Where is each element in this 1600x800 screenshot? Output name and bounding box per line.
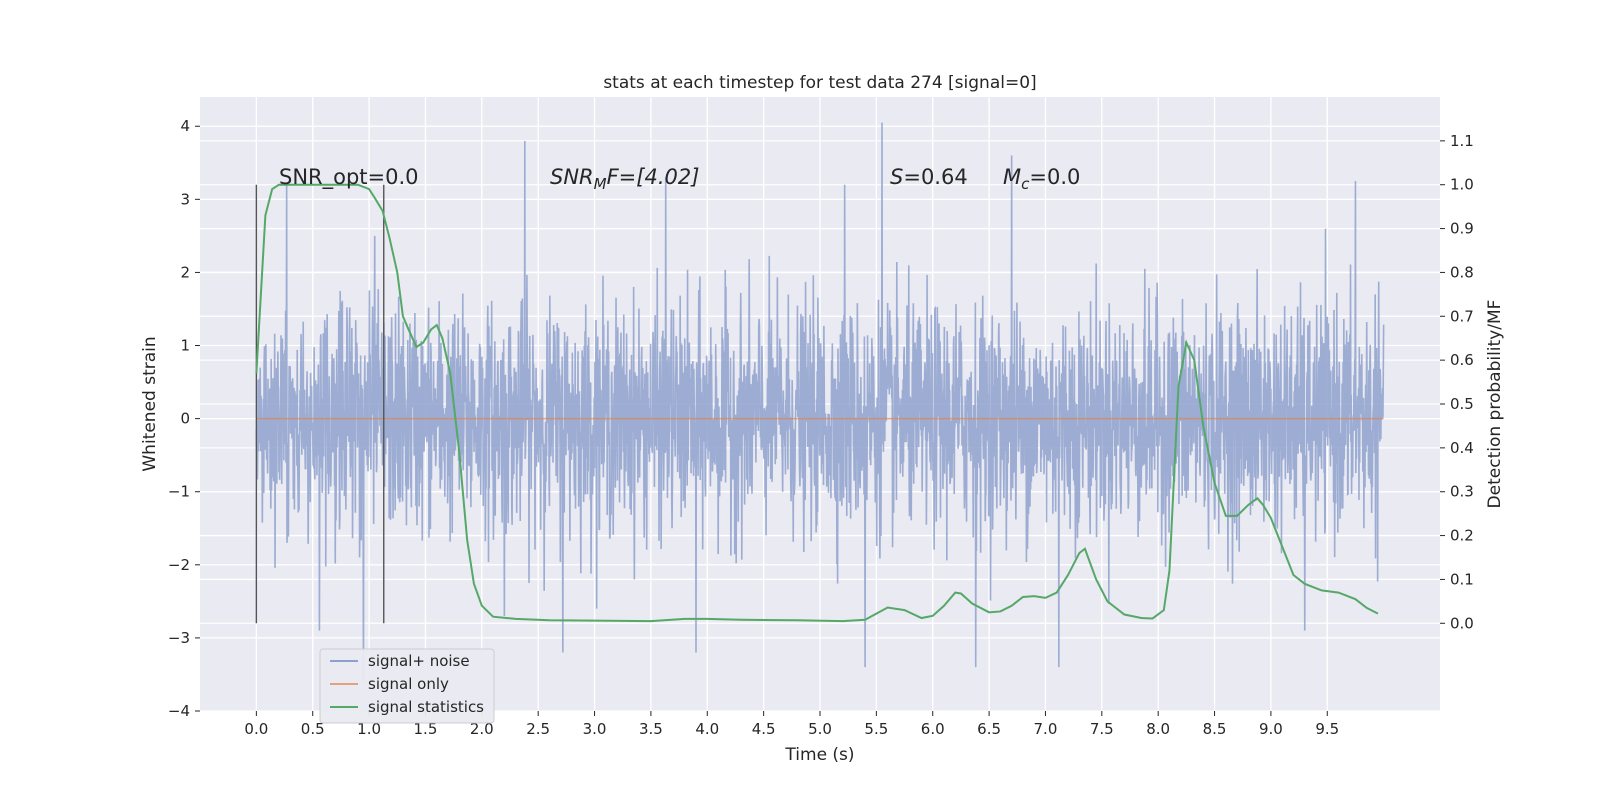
right-y-tick-label: 0.0: [1450, 614, 1474, 632]
right-y-tick-label: 0.3: [1450, 483, 1474, 501]
right-y-tick-label: 0.6: [1450, 351, 1474, 369]
right-y-tick-label: 0.8: [1450, 263, 1474, 281]
right-y-tick-label: 1.0: [1450, 176, 1474, 194]
x-tick-label: 8.5: [1203, 720, 1227, 738]
s-value: =0.64: [903, 165, 967, 189]
right-y-tick-label: 0.4: [1450, 439, 1474, 457]
x-tick-label: 6.5: [977, 720, 1001, 738]
legend: signal+ noise signal only signal statist…: [319, 648, 495, 724]
x-tick-label: 7.5: [1090, 720, 1114, 738]
x-tick-label: 9.5: [1315, 720, 1339, 738]
signal-statistics-line: [255, 183, 1379, 623]
left-y-tick-label: −2: [168, 556, 190, 574]
x-tick-label: 8.0: [1146, 720, 1170, 738]
snr-mf-annotation: SNRMF=[4.02]: [550, 165, 699, 193]
left-y-axis-label: Whitened strain: [140, 336, 160, 471]
s-symbol: S: [890, 165, 903, 189]
left-y-tick-label: 0: [180, 410, 190, 428]
left-y-tick-label: 2: [180, 263, 190, 281]
chart-title: stats at each timestep for test data 274…: [603, 73, 1036, 93]
x-ticks: 0.0 0.5 1.0 1.5 2.0 2.5 3.0 3.5 4.0 4.5 5.0 5.5 6.0 6…: [244, 711, 1339, 738]
x-tick-label: 3.0: [583, 720, 607, 738]
x-tick-label: 2.5: [526, 720, 550, 738]
legend-label-signal-noise: signal+ noise: [368, 652, 470, 670]
left-y-tick-label: 3: [180, 190, 190, 208]
x-tick-label: 0.5: [301, 720, 325, 738]
snr-mf-suffix: F=[4.02]: [607, 165, 700, 189]
mc-sub: c: [1021, 175, 1030, 193]
x-tick-label: 1.5: [414, 720, 438, 738]
x-tick-label: 2.0: [470, 720, 494, 738]
snr-opt-annotation: SNR_opt=0.0: [279, 165, 419, 190]
right-y-tick-label: 0.5: [1450, 395, 1474, 413]
x-tick-label: 4.0: [695, 720, 719, 738]
right-y-ticks: 0.0 0.1 0.2 0.3 0.4 0.5 0.6 0.7 0.8 0.9 1.0 1.1: [1440, 132, 1474, 632]
right-y-tick-label: 1.1: [1450, 132, 1474, 150]
right-y-tick-label: 0.7: [1450, 307, 1474, 325]
legend-label-signal-only: signal only: [368, 675, 449, 693]
x-tick-label: 9.0: [1259, 720, 1283, 738]
left-y-tick-label: −1: [168, 483, 190, 501]
x-tick-label: 3.5: [639, 720, 663, 738]
x-tick-label: 6.0: [921, 720, 945, 738]
right-y-axis-label: Detection probability/MF: [1485, 300, 1505, 509]
x-tick-label: 5.5: [864, 720, 888, 738]
x-tick-label: 0.0: [244, 720, 268, 738]
x-axis-label: Time (s): [784, 745, 854, 765]
x-tick-label: 1.0: [357, 720, 381, 738]
right-y-tick-label: 0.9: [1450, 220, 1474, 238]
x-tick-label: 7.0: [1034, 720, 1058, 738]
mc-symbol: M: [1003, 165, 1021, 189]
left-y-tick-label: 4: [180, 117, 190, 135]
right-y-tick-label: 0.1: [1450, 570, 1474, 588]
vertical-markers: [255, 184, 385, 624]
left-y-tick-label: 1: [180, 337, 190, 355]
left-y-tick-label: −3: [168, 629, 190, 647]
signal-noise-trace: [255, 122, 1385, 682]
x-tick-label: 4.5: [752, 720, 776, 738]
legend-label-signal-statistics: signal statistics: [368, 698, 484, 716]
left-y-ticks: −4 −3 −2 −1 0 1 2 3 4: [168, 117, 200, 720]
signal-noise-series: [255, 122, 1385, 682]
snr-mf-sub: M: [594, 175, 607, 193]
x-tick-label: 5.0: [808, 720, 832, 738]
right-y-tick-label: 0.2: [1450, 527, 1474, 545]
snr-mf-prefix: SNR: [550, 165, 594, 189]
mc-annotation: Mc=0.0: [1003, 165, 1080, 193]
s-annotation: S=0.64: [890, 165, 968, 189]
legend-box: [319, 648, 495, 724]
mc-value: =0.0: [1029, 165, 1080, 189]
left-y-tick-label: −4: [168, 702, 190, 720]
